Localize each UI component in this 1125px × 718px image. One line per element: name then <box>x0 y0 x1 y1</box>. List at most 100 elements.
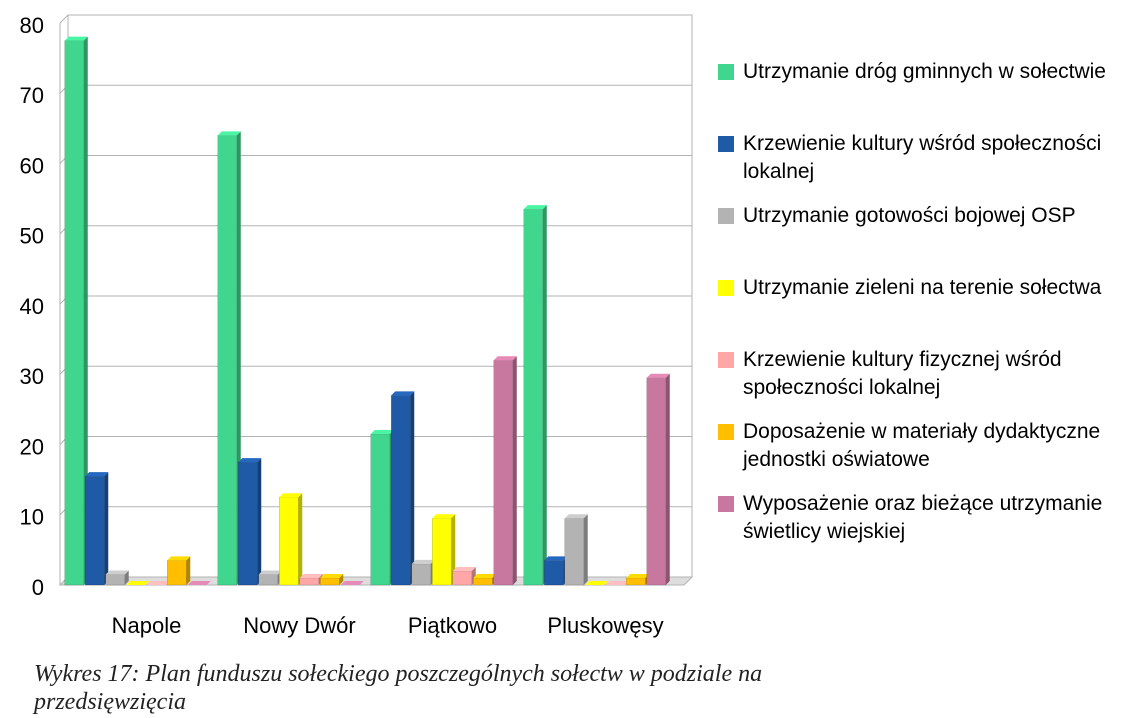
bar-side <box>186 556 191 585</box>
bar-top <box>167 556 191 561</box>
bar-top <box>544 556 568 561</box>
caption: Wykres 17: Plan funduszu sołeckiego posz… <box>34 661 763 715</box>
bar-top <box>126 581 150 585</box>
bar <box>493 359 513 586</box>
bar-top <box>279 493 303 498</box>
chart: 0 10 20 30 40 50 60 70 80 Napole Nowy Dwór Piątkowo… <box>20 13 694 638</box>
bar-side <box>410 391 415 585</box>
bar <box>564 518 584 586</box>
bar-top <box>146 581 170 585</box>
bar-top <box>217 131 241 136</box>
y-tick-label: 40 <box>20 294 44 319</box>
bar <box>85 475 105 586</box>
x-tick-label: Piątkowo <box>408 613 497 638</box>
legend-swatch <box>718 424 734 440</box>
legend-label: Krzewienie kultury wśród społeczności lo… <box>743 132 1102 183</box>
legend-item: Utrzymanie dróg gminnych w sołectwie <box>718 58 1118 130</box>
bar <box>646 377 666 586</box>
bar-side <box>124 570 129 585</box>
bar-top <box>370 429 394 434</box>
y-tick-label: 30 <box>20 364 44 389</box>
legend-item: Krzewienie kultury fizycznej wśród społe… <box>718 346 1118 418</box>
legend: Utrzymanie dróg gminnych w sołectwie Krze… <box>718 58 1118 562</box>
legend-item: Krzewienie kultury wśród społeczności lo… <box>718 130 1118 202</box>
bar-side <box>339 573 344 585</box>
legend-item: Utrzymanie gotowości bojowej OSP <box>718 202 1118 274</box>
bar-side <box>665 373 670 585</box>
y-tick-label: 0 <box>32 575 44 600</box>
bar-top <box>493 356 517 361</box>
legend-swatch <box>718 280 734 296</box>
bar-side <box>83 36 88 585</box>
y-tick-label: 70 <box>20 83 44 108</box>
bar <box>64 40 84 586</box>
bar <box>217 135 237 586</box>
bar <box>391 395 411 586</box>
bar <box>411 563 431 586</box>
legend-label: Krzewienie kultury fizycznej wśród społe… <box>743 348 1062 399</box>
bar <box>370 433 390 586</box>
bar <box>258 574 278 586</box>
bar-top <box>605 581 629 585</box>
bar-top <box>523 205 547 210</box>
y-tick-label: 10 <box>20 505 44 530</box>
y-tick-label: 60 <box>20 153 44 178</box>
bar-top <box>187 581 211 585</box>
bar <box>626 577 646 586</box>
bar-top <box>299 573 323 578</box>
bar-top <box>85 472 109 477</box>
bar-top <box>340 581 364 585</box>
y-tick-label: 50 <box>20 224 44 249</box>
legend-swatch <box>718 496 734 512</box>
bar-side <box>512 356 517 585</box>
bar-top <box>64 36 88 41</box>
grid-depth <box>59 14 69 24</box>
legend-item: Wyposażenie oraz bieżące utrzymanie świe… <box>718 490 1118 562</box>
bar-side <box>104 472 109 585</box>
bar-top <box>452 566 476 571</box>
bar <box>320 577 340 586</box>
bar <box>299 577 319 586</box>
bar-side <box>542 205 547 585</box>
legend-label: Utrzymanie dróg gminnych w sołectwie <box>743 60 1106 83</box>
bar <box>523 208 543 586</box>
bar-side <box>451 514 456 585</box>
legend-swatch <box>718 208 734 224</box>
bar-top <box>391 391 415 396</box>
legend-label: Utrzymanie zieleni na terenie sołectwa <box>743 276 1102 299</box>
bar <box>105 574 125 586</box>
bar-top <box>411 559 435 564</box>
bar <box>452 570 472 586</box>
bar-top <box>564 514 588 519</box>
y-tick-label: 80 <box>20 13 44 38</box>
legend-swatch <box>718 136 734 152</box>
bar <box>279 496 299 586</box>
legend-item: Utrzymanie zieleni na terenie sołectwa <box>718 274 1118 346</box>
bar-top <box>105 570 129 575</box>
legend-label: Utrzymanie gotowości bojowej OSP <box>743 204 1076 227</box>
bar-side <box>298 493 303 585</box>
bar-top <box>238 458 262 463</box>
bar <box>473 577 493 586</box>
bar <box>544 560 564 586</box>
bar <box>238 461 258 586</box>
legend-swatch <box>718 352 734 368</box>
bar-top <box>258 570 282 575</box>
bar-top <box>626 573 650 578</box>
bar-side <box>257 458 262 585</box>
legend-swatch <box>718 64 734 80</box>
bar-top <box>473 573 497 578</box>
x-tick-label: Napole <box>112 613 182 638</box>
legend-item: Doposażenie w materiały dydaktyczne jedn… <box>718 418 1118 490</box>
legend-label: Doposażenie w materiały dydaktyczne jedn… <box>743 420 1101 471</box>
bar-top <box>320 573 344 578</box>
bar-top <box>585 581 609 585</box>
x-tick-label: Pluskowęsy <box>547 613 663 638</box>
y-tick-label: 20 <box>20 434 44 459</box>
x-tick-label: Nowy Dwór <box>243 613 355 638</box>
bar <box>432 518 452 586</box>
bar-top <box>646 373 670 378</box>
bar-side <box>583 514 588 585</box>
bar-top <box>432 514 456 519</box>
